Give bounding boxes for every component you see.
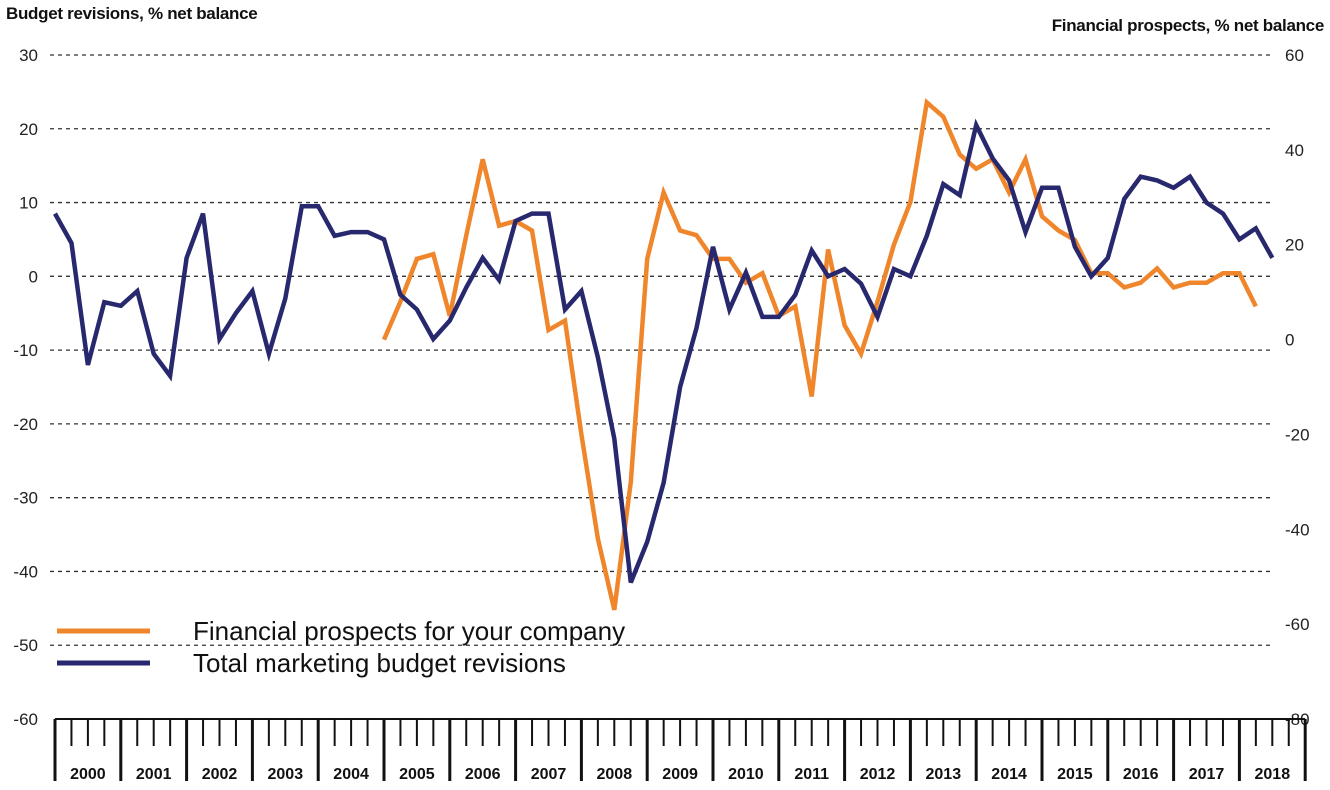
year-label: 2005 [399, 766, 435, 783]
year-label: 2017 [1189, 766, 1225, 783]
year-label: 2001 [136, 766, 172, 783]
year-label: 2018 [1255, 766, 1291, 783]
left-axis-ticks: 30 20 10 0 -10 -20 -30 -40 -50 -60 [13, 46, 38, 729]
left-tick-label: -30 [13, 489, 38, 508]
year-label: 2014 [991, 766, 1027, 783]
budget-revisions-line [53, 118, 1275, 584]
right-tick-label: -40 [1285, 520, 1310, 539]
right-tick-label: 40 [1285, 141, 1304, 160]
left-tick-label: 10 [19, 194, 38, 213]
left-tick-label: 30 [19, 46, 38, 65]
left-tick-label: -20 [13, 415, 38, 434]
series-lines [53, 98, 1275, 611]
left-tick-label: -10 [13, 341, 38, 360]
left-tick-label: -50 [13, 636, 38, 655]
legend-label-financial-prospects: Financial prospects for your company [193, 616, 625, 646]
right-tick-label: -20 [1285, 425, 1310, 444]
year-label: 2016 [1123, 766, 1159, 783]
right-tick-label: 60 [1285, 46, 1304, 65]
year-label: 2009 [662, 766, 698, 783]
left-tick-label: 0 [29, 267, 38, 286]
year-label: 2004 [333, 766, 369, 783]
financial-prospects-line [381, 98, 1258, 611]
left-axis-title: Budget revisions, % net balance [6, 4, 258, 23]
year-label: 2002 [202, 766, 238, 783]
legend: Financial prospects for your company Tot… [57, 616, 625, 678]
year-label: 2007 [531, 766, 567, 783]
right-tick-label: -60 [1285, 615, 1310, 634]
year-label: 2012 [860, 766, 896, 783]
year-label: 2006 [465, 766, 501, 783]
year-label: 2013 [926, 766, 962, 783]
year-label: 2008 [597, 766, 633, 783]
left-tick-label: -40 [13, 562, 38, 581]
right-axis-title: Financial prospects, % net balance [1051, 16, 1325, 35]
right-tick-label: 0 [1285, 331, 1294, 350]
year-label: 2015 [1057, 766, 1093, 783]
year-label: 2010 [728, 766, 764, 783]
grid-lines [50, 54, 1270, 646]
year-label: 2011 [794, 766, 829, 783]
year-label: 2003 [268, 766, 304, 783]
legend-label-budget-revisions: Total marketing budget revisions [193, 648, 566, 678]
left-tick-label: -60 [13, 710, 38, 729]
year-label: 2000 [70, 766, 106, 783]
left-tick-label: 20 [19, 120, 38, 139]
right-tick-label: 20 [1285, 236, 1304, 255]
time-axis: 2000 2001 2002 2003 2004 2005 2006 2007 2008 2009… [53, 718, 1307, 783]
